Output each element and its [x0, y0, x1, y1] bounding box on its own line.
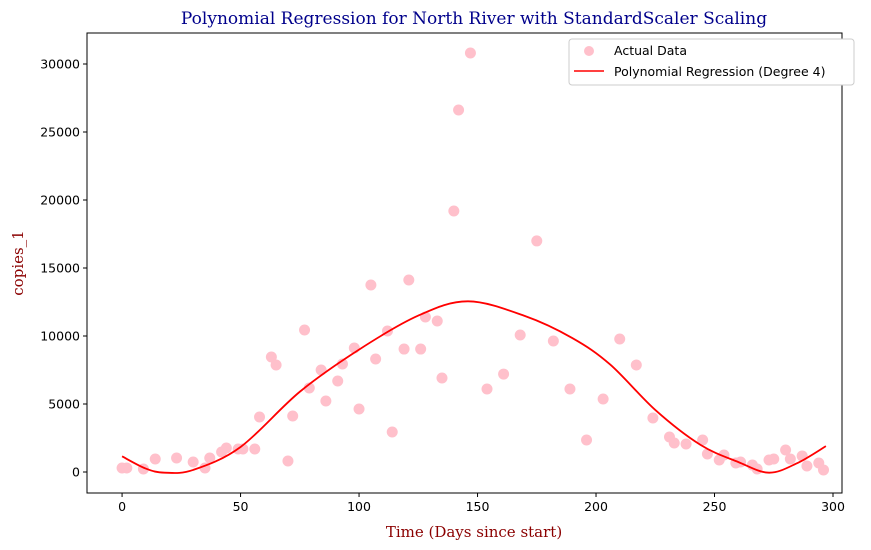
plot-area [116, 47, 830, 476]
data-point [581, 434, 593, 446]
data-point [780, 444, 792, 456]
y-tick-label: 25000 [40, 125, 80, 140]
data-point [415, 343, 427, 355]
data-point [531, 235, 543, 247]
data-point [249, 443, 261, 455]
y-axis-label: copies_1 [9, 230, 27, 295]
data-point [464, 47, 476, 59]
data-point [265, 351, 277, 363]
data-point [453, 104, 465, 116]
data-point [254, 411, 266, 423]
data-point [332, 375, 344, 387]
y-axis: 0 5000 10000 15000 20000 25000 30000 [40, 57, 87, 479]
data-point [398, 343, 410, 355]
y-tick-label: 30000 [40, 57, 80, 72]
x-tick-label: 300 [821, 499, 845, 514]
data-point [220, 442, 232, 454]
x-tick-label: 150 [466, 499, 490, 514]
data-point [597, 393, 609, 405]
axes-frame [86, 32, 843, 494]
chart-title: Polynomial Regression for North River wi… [181, 9, 767, 29]
data-point [121, 462, 133, 474]
legend-marker-actual-data [584, 46, 594, 56]
data-point [320, 395, 332, 407]
data-point [171, 452, 183, 464]
data-point [370, 353, 382, 365]
data-point [299, 324, 311, 336]
data-point [403, 274, 415, 286]
data-point [436, 372, 448, 384]
data-point [270, 359, 282, 371]
data-point [282, 455, 294, 467]
x-tick-label: 0 [118, 499, 126, 514]
data-point [768, 453, 780, 465]
data-point [204, 452, 216, 464]
x-tick-label: 100 [347, 499, 371, 514]
data-point [481, 383, 493, 395]
data-point [287, 410, 299, 422]
legend-label-actual-data: Actual Data [614, 43, 687, 58]
data-point [564, 383, 576, 395]
x-axis-label: Time (Days since start) [386, 523, 562, 541]
data-point [668, 437, 680, 449]
data-point [680, 438, 692, 450]
data-point [701, 448, 713, 460]
data-point [431, 315, 443, 327]
x-tick-label: 200 [584, 499, 608, 514]
data-point [149, 453, 161, 465]
y-tick-label: 10000 [40, 328, 80, 343]
y-tick-label: 5000 [48, 396, 80, 411]
data-point [647, 412, 659, 424]
regression-line [121, 300, 827, 474]
data-point [353, 403, 365, 415]
data-point [614, 333, 626, 345]
y-tick-label: 20000 [40, 193, 80, 208]
data-point [818, 464, 830, 476]
data-point [514, 329, 526, 341]
data-point [801, 460, 813, 472]
data-point [784, 453, 796, 465]
x-tick-label: 50 [233, 499, 249, 514]
data-point [386, 426, 398, 438]
data-point [547, 335, 559, 347]
x-axis: 0 50 100 150 200 250 300 [118, 493, 845, 514]
y-tick-label: 15000 [40, 260, 80, 275]
y-tick-label: 0 [72, 464, 80, 479]
data-point [365, 279, 377, 291]
data-point [187, 456, 199, 468]
data-point [315, 364, 327, 376]
data-point [697, 434, 709, 446]
data-point [448, 205, 460, 217]
data-point [498, 368, 510, 380]
legend-box [568, 38, 855, 86]
data-point [303, 382, 315, 394]
data-point [630, 359, 642, 371]
legend-label-regression: Polynomial Regression (Degree 4) [614, 64, 825, 79]
x-tick-label: 250 [703, 499, 727, 514]
legend: Actual Data Polynomial Regression (Degre… [568, 38, 855, 86]
